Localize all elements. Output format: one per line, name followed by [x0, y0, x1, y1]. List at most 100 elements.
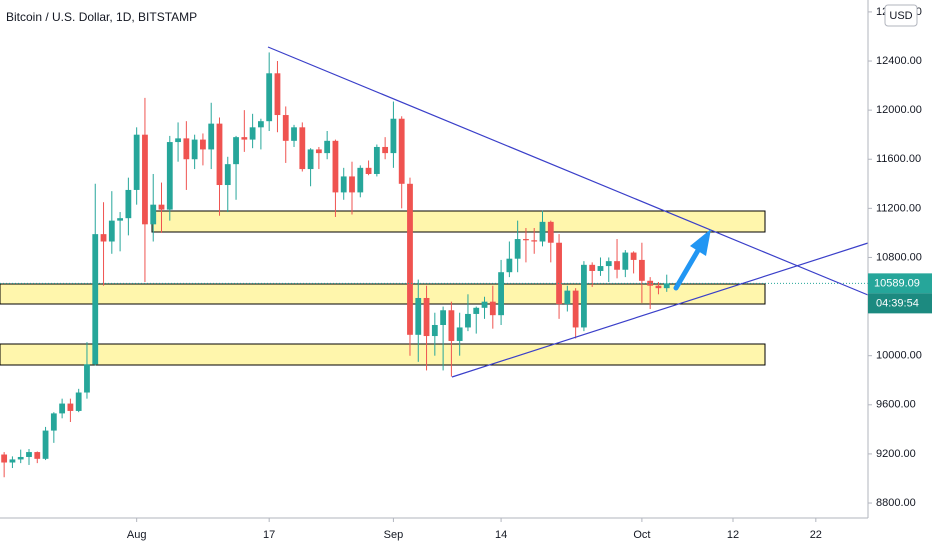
candle-body: [415, 297, 422, 335]
candle-body: [638, 259, 645, 281]
y-tick-label: 11600.00: [876, 153, 921, 165]
candle-body: [523, 239, 529, 241]
candle-body: [59, 403, 66, 414]
candle-body: [407, 183, 413, 335]
candle-body: [589, 264, 596, 271]
candle-body: [564, 290, 571, 305]
candle-body: [307, 149, 314, 170]
x-tick-label: Oct: [633, 529, 650, 541]
candle-body: [547, 221, 554, 243]
candle-body: [647, 280, 654, 286]
candle-body: [291, 127, 297, 141]
candle-body: [663, 283, 670, 289]
candle-body: [175, 138, 181, 143]
candle-body: [398, 118, 405, 184]
candle-body: [539, 221, 546, 242]
candle-body: [332, 140, 339, 193]
candle-body: [556, 242, 562, 305]
countdown-label: 04:39:54: [876, 297, 919, 309]
y-tick-label: 10800.00: [876, 251, 922, 263]
candle-body: [597, 266, 604, 271]
last-price-label: 10589.09: [874, 277, 920, 289]
candle-body: [315, 149, 322, 154]
candle-body: [506, 258, 513, 273]
candle-body: [67, 403, 74, 411]
currency-badge[interactable]: [884, 4, 918, 27]
candle-body: [274, 73, 281, 116]
candle-body: [224, 164, 231, 186]
candles: [0, 52, 868, 478]
candle-body: [431, 324, 438, 337]
candle-body: [208, 123, 215, 150]
x-tick-label: 14: [495, 529, 507, 541]
candle-body: [349, 176, 355, 193]
axes: 8800.009200.009600.0010000.0010400.00108…: [127, 6, 932, 541]
candle-body: [622, 252, 629, 270]
x-tick-label: Sep: [384, 529, 404, 541]
candle-body: [150, 204, 157, 225]
trendlines: [267, 46, 869, 378]
candle-body: [481, 301, 488, 308]
zone: [0, 343, 766, 366]
candle-body: [365, 167, 372, 174]
candle-body: [34, 452, 41, 459]
candle-body: [158, 204, 165, 210]
candle-body: [581, 264, 587, 328]
candle-body: [299, 127, 306, 170]
y-tick-label: 9200.00: [876, 448, 916, 460]
candle-body: [440, 310, 447, 325]
candle-body: [249, 127, 256, 140]
candle-body: [605, 261, 612, 267]
candle-body: [241, 137, 248, 140]
x-tick-label: Aug: [127, 529, 147, 541]
x-tick-label: 22: [810, 529, 822, 541]
candle-body: [166, 142, 173, 210]
arrow: [673, 244, 703, 291]
candle-body: [133, 134, 140, 190]
trendline: [267, 46, 869, 296]
candle-body: [9, 459, 16, 463]
candle-body: [183, 138, 190, 160]
y-tick-label: 12000.00: [876, 104, 922, 116]
candle-body: [92, 234, 99, 365]
candle-body: [75, 392, 82, 411]
candle-body: [50, 413, 57, 431]
y-tick-label: 12400.00: [876, 55, 922, 67]
candle-body: [340, 176, 347, 193]
candle-body: [125, 189, 132, 219]
candle-body: [498, 272, 504, 316]
candle-body: [42, 430, 49, 459]
arrow-head: [690, 229, 711, 256]
candle-body: [390, 118, 397, 154]
candle-body: [282, 115, 289, 141]
candle-body: [630, 252, 637, 260]
candle-body: [1, 454, 8, 463]
y-tick-label: 9600.00: [876, 399, 916, 411]
candle-body: [266, 73, 273, 122]
candle-body: [572, 290, 579, 328]
candle-body: [216, 123, 223, 186]
candle-body: [382, 146, 389, 154]
chart-title: Bitcoin / U.S. Dollar, 1D, BITSTAMP: [6, 10, 197, 24]
candle-body: [191, 139, 198, 160]
last-price-badge: [868, 273, 932, 294]
x-tick-label: 17: [263, 529, 275, 541]
candle-body: [257, 121, 264, 128]
y-tick-label: 8800.00: [876, 497, 916, 509]
candle-body: [26, 452, 32, 457]
candle-body: [373, 146, 380, 174]
candle-body: [614, 261, 620, 270]
y-tick-label: 11200.00: [876, 202, 921, 214]
candle-body: [465, 313, 471, 328]
candle-body: [200, 139, 206, 150]
currency-label[interactable]: USD: [889, 10, 912, 22]
candle-body: [142, 134, 148, 225]
candle-body: [514, 239, 521, 259]
candle-body: [423, 297, 430, 337]
candle-body: [655, 285, 662, 289]
candle-body: [456, 327, 463, 341]
candle-body: [489, 301, 496, 316]
candle-body: [17, 456, 24, 460]
